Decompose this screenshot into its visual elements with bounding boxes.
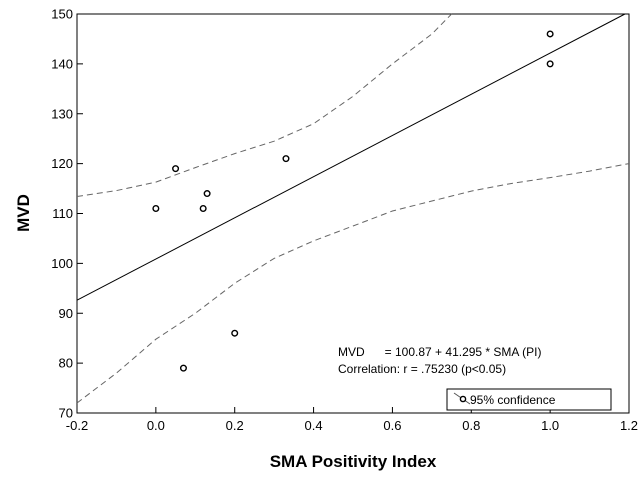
- annotation-correlation: Correlation: r = .75230 (p<0.05): [338, 362, 506, 376]
- data-points: [152, 30, 554, 372]
- y-axis-ticks: 70 80 90 100 110 120 130 140 150: [51, 7, 83, 421]
- y-axis-title: MVD: [14, 194, 33, 232]
- plot-frame: [76, 13, 630, 414]
- legend-marker-icon: [459, 395, 467, 403]
- x-tick-label: 0.2: [226, 418, 244, 433]
- data-point: [199, 205, 207, 213]
- x-axis-ticks: -0.2 0.0 0.2 0.4 0.6 0.8 1.0 1.2: [66, 407, 638, 433]
- x-tick-label: 0.8: [462, 418, 480, 433]
- x-axis-title: SMA Positivity Index: [270, 452, 437, 471]
- confidence-bands: [76, 13, 630, 404]
- confidence-lower-line: [76, 163, 630, 404]
- y-tick-label: 80: [59, 356, 73, 371]
- x-tick-label: 0.4: [305, 418, 323, 433]
- x-tick-label: -0.2: [66, 418, 88, 433]
- x-tick-label: 1.0: [541, 418, 559, 433]
- y-tick-label: 70: [59, 406, 73, 421]
- legend: 95% confidence: [446, 388, 612, 411]
- data-point: [546, 60, 554, 68]
- y-tick-label: 100: [51, 256, 73, 271]
- confidence-upper-line: [76, 13, 452, 197]
- data-point: [282, 155, 290, 163]
- y-tick-label: 90: [59, 306, 73, 321]
- x-tick-label: 0.6: [383, 418, 401, 433]
- x-tick-label: 0.0: [147, 418, 165, 433]
- data-point: [172, 165, 180, 173]
- data-point: [152, 205, 160, 213]
- y-tick-label: 110: [52, 206, 73, 221]
- x-tick-label: 1.2: [620, 418, 638, 433]
- regression-line: [76, 13, 626, 301]
- legend-label: 95% confidence: [470, 393, 556, 407]
- y-tick-label: 120: [51, 156, 73, 171]
- y-tick-label: 150: [51, 7, 73, 22]
- data-point: [203, 190, 211, 198]
- data-point: [231, 329, 239, 337]
- y-tick-label: 140: [51, 56, 73, 71]
- y-tick-label: 130: [51, 106, 73, 121]
- annotation-equation: MVD = 100.87 + 41.295 * SMA (PI): [338, 345, 541, 359]
- legend-box: [446, 388, 612, 411]
- data-point: [546, 30, 554, 38]
- data-point: [179, 364, 187, 372]
